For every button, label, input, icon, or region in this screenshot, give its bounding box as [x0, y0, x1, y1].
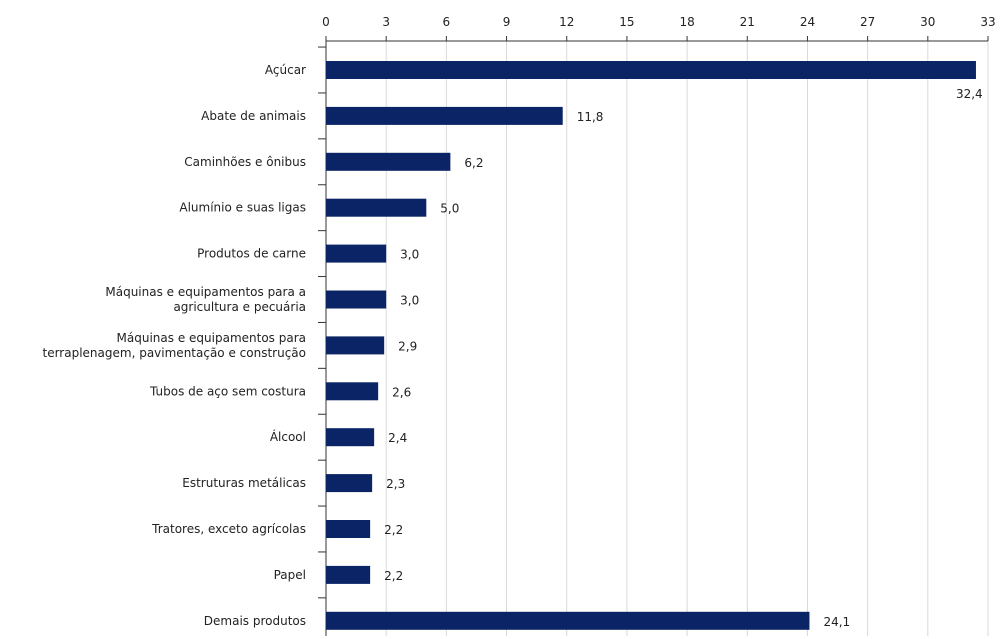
category-label: Tratores, exceto agrícolas — [151, 522, 306, 536]
bar — [326, 152, 451, 171]
category-label: Álcool — [270, 429, 306, 444]
category-label: Papel — [274, 568, 306, 582]
bars-layer — [326, 61, 976, 630]
category-label: Abate de animais — [201, 109, 306, 123]
x-tick-label: 27 — [860, 15, 875, 29]
x-tick-label: 24 — [800, 15, 815, 29]
bar — [326, 106, 563, 125]
x-tick-label: 18 — [679, 15, 694, 29]
value-label: 3,0 — [400, 248, 419, 262]
x-tick-label: 12 — [559, 15, 574, 29]
x-tick-label: 21 — [740, 15, 755, 29]
category-label: Açúcar — [265, 63, 306, 77]
value-label: 2,4 — [388, 431, 407, 445]
x-tick-label: 6 — [443, 15, 451, 29]
category-label: Máquinas e equipamentos para a agricultur… — [105, 285, 306, 314]
bar — [326, 244, 387, 263]
bar — [326, 565, 371, 584]
axis-layer — [318, 36, 989, 636]
value-label: 2,9 — [398, 339, 417, 353]
value-label: 5,0 — [440, 202, 459, 216]
value-label: 2,6 — [392, 385, 411, 399]
category-label: Caminhões e ônibus — [184, 155, 306, 169]
category-label: Máquinas e equipamentos para terraplenage… — [43, 331, 307, 360]
category-label: Demais produtos — [204, 614, 306, 628]
category-label: Alumínio e suas ligas — [179, 201, 306, 215]
value-label: 24,1 — [823, 615, 850, 629]
bar — [326, 290, 387, 309]
value-label: 2,3 — [386, 477, 405, 491]
value-label: 6,2 — [464, 156, 483, 170]
value-label: 3,0 — [400, 294, 419, 308]
labels-layer: 0 3 6 9 12 15 18 21 24 27 30 33 32,4 Açúcar 11,8 Abate … — [43, 15, 996, 629]
x-tick-label: 33 — [980, 15, 995, 29]
bar — [326, 428, 375, 447]
category-label: Tubos de aço sem costura — [149, 384, 306, 398]
x-tick-label: 9 — [503, 15, 511, 29]
bar — [326, 198, 427, 217]
x-tick-label: 30 — [920, 15, 935, 29]
value-label: 32,4 — [956, 87, 983, 101]
bar — [326, 382, 379, 401]
bar — [326, 611, 810, 630]
bar — [326, 520, 371, 538]
category-label: Estruturas metálicas — [182, 476, 306, 490]
bar — [326, 474, 373, 493]
value-label: 11,8 — [577, 110, 604, 124]
bar — [326, 61, 976, 79]
bar — [326, 336, 385, 355]
value-label: 2,2 — [384, 523, 403, 537]
x-tick-label: 3 — [382, 15, 390, 29]
value-label: 2,2 — [384, 569, 403, 583]
x-tick-label: 0 — [322, 15, 330, 29]
grid-layer — [385, 41, 989, 636]
category-label: Produtos de carne — [197, 247, 306, 261]
x-tick-label: 15 — [619, 15, 634, 29]
